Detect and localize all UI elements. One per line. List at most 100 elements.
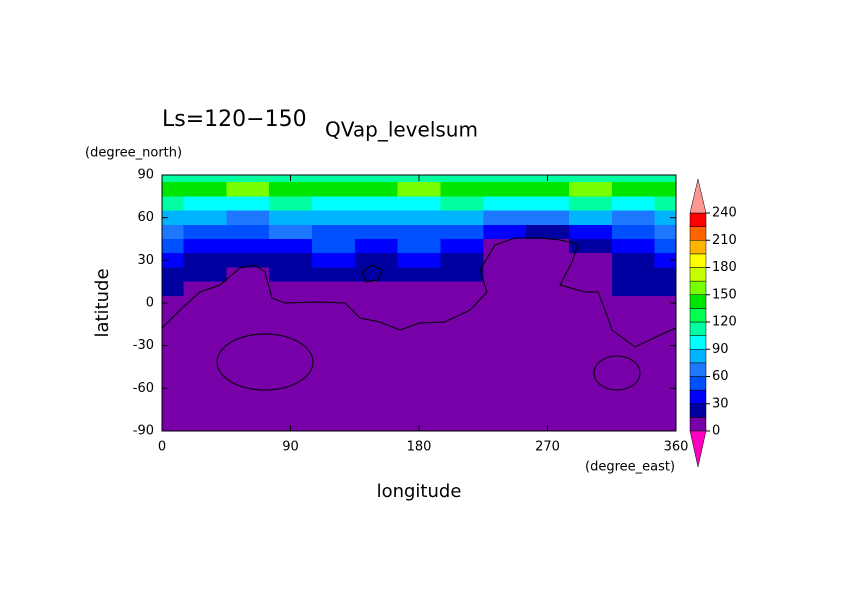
field-cell xyxy=(483,409,527,425)
field-cell xyxy=(269,224,313,240)
field-cell xyxy=(654,367,677,382)
field-cell xyxy=(440,352,484,368)
field-cell xyxy=(568,338,613,354)
field-cell xyxy=(440,324,484,340)
field-cell xyxy=(483,367,527,382)
coastlines xyxy=(161,237,677,391)
field-cell xyxy=(354,338,399,354)
field-cell xyxy=(526,253,570,268)
field-cell xyxy=(397,253,441,268)
field-cell xyxy=(226,295,270,311)
field-cell xyxy=(354,253,399,268)
field-cell xyxy=(440,196,484,212)
field-cell xyxy=(397,210,441,226)
field-cell xyxy=(526,352,570,368)
field-cell xyxy=(183,324,227,340)
colorbar-box xyxy=(689,335,707,350)
x-tick-label: 180 xyxy=(407,440,432,455)
field-cell xyxy=(568,239,613,254)
colorbar-over xyxy=(689,178,707,214)
field-cell xyxy=(654,196,677,212)
field-cell xyxy=(354,175,399,183)
field-cell xyxy=(354,381,399,396)
field-cell xyxy=(483,381,527,396)
x-axis-label: longitude xyxy=(377,481,462,502)
field-cell xyxy=(354,210,399,226)
field-cell xyxy=(440,295,484,311)
colorbar-tick-label: 90 xyxy=(712,342,729,357)
y-unit: (degree_north) xyxy=(85,146,182,161)
field-cell xyxy=(397,182,441,197)
field-cell xyxy=(483,267,527,283)
coastline xyxy=(593,355,641,391)
field-cell xyxy=(162,175,184,183)
field-cell xyxy=(526,395,570,411)
field-cell xyxy=(654,324,677,340)
field-cell xyxy=(226,182,270,197)
field-cell xyxy=(568,310,613,325)
field-cell xyxy=(311,310,356,325)
chart-subtitle: QVap_levelsum xyxy=(325,118,478,142)
field-cell xyxy=(483,295,527,311)
field-cell xyxy=(183,210,227,226)
colorbar-under xyxy=(689,430,707,468)
field-cell xyxy=(354,196,399,212)
field-cell xyxy=(397,367,441,382)
field-cell xyxy=(654,310,677,325)
field-cell xyxy=(483,175,527,183)
field-cell xyxy=(183,381,227,396)
field-cell xyxy=(483,224,527,240)
field-cell xyxy=(611,210,656,226)
field-cell xyxy=(654,409,677,425)
colorbar-box xyxy=(689,212,707,227)
field-cell xyxy=(654,182,677,197)
field-cell xyxy=(162,224,184,240)
field-cell xyxy=(526,324,570,340)
colorbar-box xyxy=(689,226,707,241)
colorbar-tick-label: 210 xyxy=(712,233,737,248)
field-cell xyxy=(183,352,227,368)
field-cell xyxy=(311,281,356,297)
x-tick-label: 90 xyxy=(282,440,299,455)
field-cell xyxy=(440,224,484,240)
field-cell xyxy=(311,267,356,283)
colorbar-box xyxy=(689,240,707,255)
field-cell xyxy=(311,182,356,197)
colorbar-box xyxy=(689,376,707,391)
field-cell xyxy=(311,352,356,368)
field-cell xyxy=(440,239,484,254)
x-unit: (degree_east) xyxy=(585,460,675,475)
field-cell xyxy=(269,367,313,382)
field-cell xyxy=(162,182,184,197)
field-cell xyxy=(354,182,399,197)
field-cell xyxy=(654,295,677,311)
field-cell xyxy=(611,175,656,183)
field-cell xyxy=(483,182,527,197)
field-cell xyxy=(162,295,184,311)
field-cell xyxy=(397,381,441,396)
field-cell xyxy=(568,409,613,425)
field-cell xyxy=(526,381,570,396)
field-cell xyxy=(162,253,184,268)
field-cell xyxy=(397,409,441,425)
field-cell xyxy=(269,267,313,283)
field-cell xyxy=(568,182,613,197)
field-cell xyxy=(397,295,441,311)
field-cell xyxy=(269,281,313,297)
field-cell xyxy=(568,210,613,226)
field-cell xyxy=(183,367,227,382)
field-cell xyxy=(397,267,441,283)
field-cell xyxy=(654,423,677,432)
field-cell xyxy=(311,324,356,340)
field-cell xyxy=(654,175,677,183)
field-cell xyxy=(226,253,270,268)
field-cell xyxy=(183,423,227,432)
colorbar-box xyxy=(689,253,707,268)
field-cell xyxy=(611,295,656,311)
field-cell xyxy=(311,395,356,411)
field-cell xyxy=(162,381,184,396)
field-cell xyxy=(611,239,656,254)
field-cell xyxy=(568,381,613,396)
field-cell xyxy=(611,253,656,268)
field-cell xyxy=(526,210,570,226)
